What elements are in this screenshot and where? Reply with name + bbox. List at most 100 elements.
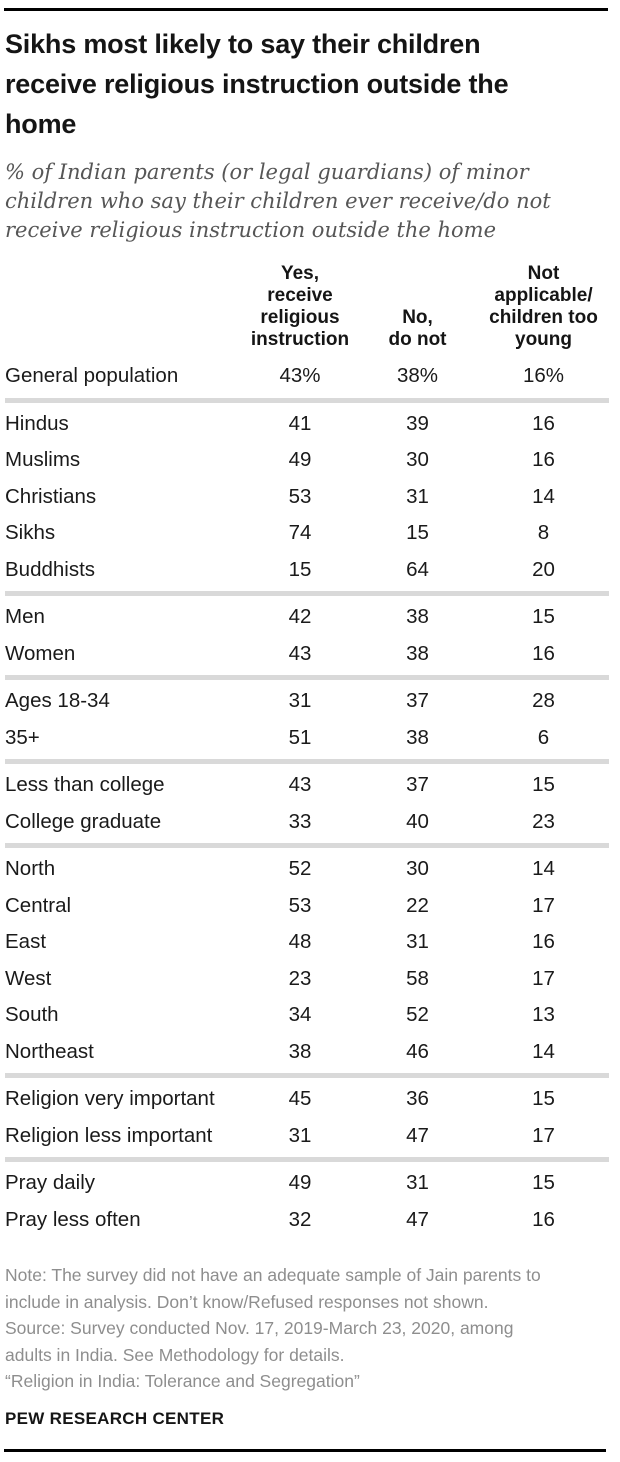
table-row: 35+ 51 38 6 [5,720,612,757]
column-header-no: No, do not [388,307,447,350]
cell-value: 6 [537,725,550,749]
cell-value: 38 [406,605,429,629]
table-row: Less than college 43 37 15 [5,767,612,804]
group-separator [5,591,609,596]
table-row: Muslims 49 30 16 [5,442,612,479]
row-label: Religion less important [5,1123,213,1147]
table-row: Northeast 38 46 14 [5,1034,612,1071]
row-label: Hindus [5,411,69,435]
cell-value: 43% [279,364,321,388]
cell-value: 43 [288,773,312,797]
cell-value: 30 [406,448,429,472]
table-row: Men 42 38 15 [5,599,612,636]
source-text: Source: Survey conducted Nov. 17, 2019-M… [5,1318,514,1365]
cell-value: 16 [532,411,555,435]
cell-value: 37 [406,689,429,713]
row-label: Christians [5,484,97,508]
cell-value: 28 [532,689,555,713]
data-table: Yes, receive religious instruction No, d… [5,263,612,1238]
table-row: Religion very important 45 36 15 [5,1081,612,1118]
cell-value: 15 [532,1087,555,1111]
cell-value: 16 [532,448,555,472]
row-label: Muslims [5,448,81,472]
row-label: Women [5,641,76,665]
pew-research-center-wordmark: PEW RESEARCH CENTER [5,1408,225,1428]
table-row: Buddhists 15 64 20 [5,552,612,589]
cell-value: 39 [406,411,429,435]
group-separator [5,675,609,680]
row-label: Central [5,893,72,917]
cell-value: 43 [288,641,312,665]
chart-subtitle: % of Indian parents (or legal guardians)… [5,160,551,242]
row-label: Buddhists [5,557,96,581]
note-text: Note: The survey did not have an adequat… [5,1265,541,1312]
row-label: Pray daily [5,1171,96,1195]
cell-value: 49 [288,448,312,472]
table-row: Pray daily 49 31 15 [5,1165,612,1202]
row-label: College graduate [5,809,162,833]
cell-value: 14 [532,484,555,508]
cell-value: 31 [406,484,429,508]
cell-value: 42 [288,605,312,629]
cell-value: 23 [532,809,555,833]
cell-value: 8 [537,521,550,545]
group-separator [5,759,609,764]
group-separator [5,1157,609,1162]
row-label: Religion very important [5,1087,215,1111]
cell-value: 34 [288,1003,312,1027]
cell-value: 22 [406,893,429,917]
cell-value: 23 [288,966,312,990]
cell-value: 16 [532,1207,555,1231]
table-row: Religion less important 31 47 17 [5,1118,612,1155]
table-row: North 52 30 14 [5,851,612,888]
cell-value: 31 [288,1123,312,1147]
table-row: Sikhs 74 15 8 [5,515,612,552]
cell-value: 52 [406,1003,429,1027]
header-spacer [5,351,240,358]
cell-value: 58 [406,966,429,990]
row-label: South [5,1003,59,1027]
row-label: East [5,930,47,954]
row-label: North [5,857,56,881]
group-separator [5,397,609,403]
table-row: Women 43 38 16 [5,636,612,673]
cell-value: 36 [406,1087,429,1111]
cell-value: 52 [288,857,312,881]
chart-title: Sikhs most likely to say their children … [5,29,509,139]
top-rule [4,8,608,11]
cell-value: 17 [532,1123,555,1147]
cell-value: 17 [532,966,555,990]
cell-value: 15 [532,773,555,797]
cell-value: 74 [288,521,312,545]
cell-value: 16% [522,364,565,388]
row-label: General population [5,364,179,388]
cell-value: 15 [406,521,429,545]
table-body: General population 43% 38% 16% Hindus 41 39 16 M… [5,358,612,1238]
cell-value: 37 [406,773,429,797]
cell-value: 33 [288,809,312,833]
table-row: Christians 53 31 14 [5,479,612,516]
cell-value: 48 [288,930,312,954]
table-row: South 34 52 13 [5,997,612,1034]
table-row: Pray less often 32 47 16 [5,1202,612,1239]
report-title-text: “Religion in India: Tolerance and Segreg… [5,1371,360,1391]
content-area: Sikhs most likely to say their children … [5,29,612,1428]
cell-value: 15 [532,605,555,629]
row-label: Pray less often [5,1207,141,1231]
note-block: Note: The survey did not have an adequat… [5,1262,553,1395]
cell-value: 45 [288,1087,312,1111]
cell-value: 15 [532,1171,555,1195]
cell-value: 16 [532,930,555,954]
row-label: Sikhs [5,521,56,545]
cell-value: 38 [288,1039,312,1063]
cell-value: 40 [406,809,429,833]
row-label: Northeast [5,1039,94,1063]
row-label: Men [5,605,45,629]
table-row: Ages 18-34 31 37 28 [5,683,612,720]
table-row: General population 43% 38% 16% [5,358,612,395]
row-label: Less than college [5,773,165,797]
cell-value: 51 [288,725,312,749]
cell-value: 64 [406,557,429,581]
cell-value: 47 [406,1123,429,1147]
cell-value: 41 [288,411,312,435]
